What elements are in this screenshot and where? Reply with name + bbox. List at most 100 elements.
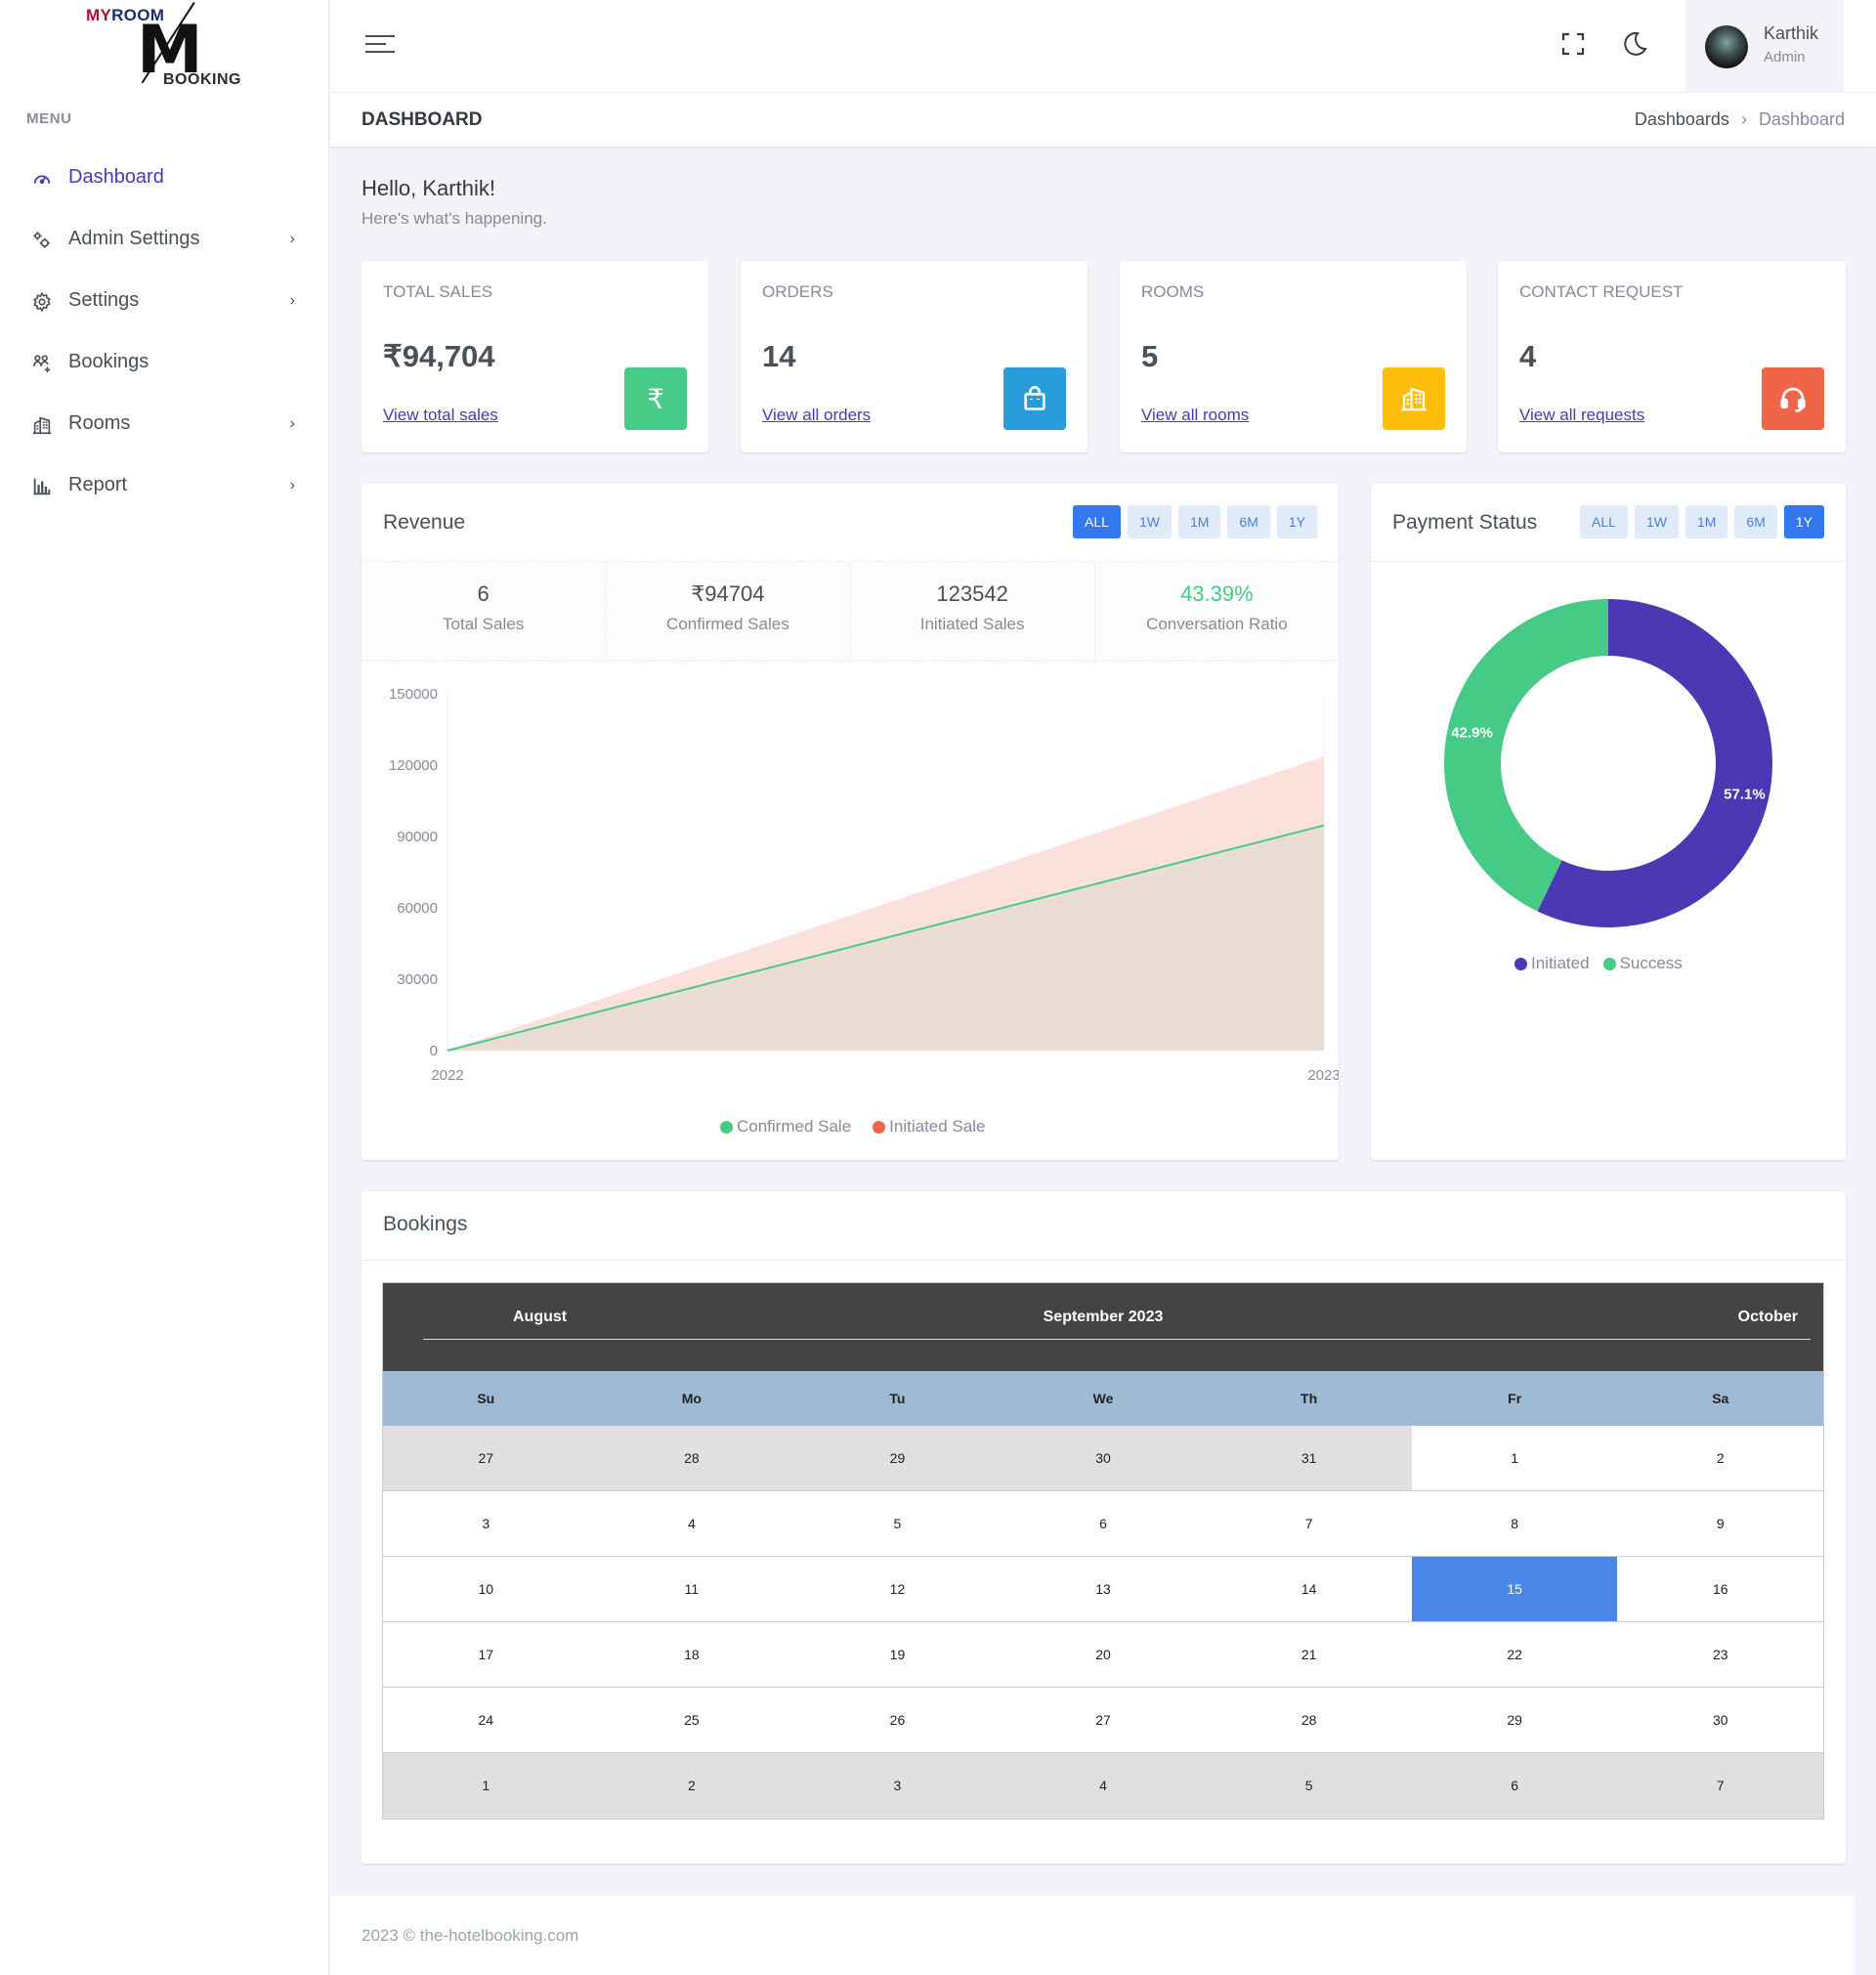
- sidebar: MYROOM M BOOKING MENU Dashboard Admin Se…: [0, 0, 329, 1975]
- legend-success[interactable]: Success: [1602, 954, 1683, 973]
- topbar: Karthik Admin: [330, 0, 1876, 93]
- fullscreen-icon[interactable]: [1557, 28, 1589, 60]
- calendar-day[interactable]: 29: [1507, 1712, 1522, 1728]
- tab-all[interactable]: ALL: [1073, 505, 1121, 538]
- tab-1y[interactable]: 1Y: [1276, 505, 1317, 538]
- hamburger-icon[interactable]: [365, 35, 395, 57]
- tab-6m[interactable]: 6M: [1734, 505, 1777, 538]
- logo[interactable]: MYROOM M BOOKING: [86, 2, 242, 90]
- calendar-day[interactable]: 5: [893, 1516, 902, 1531]
- calendar-day[interactable]: 24: [478, 1712, 494, 1728]
- revenue-stats: 6 Total Sales ₹94704 Confirmed Sales 12354…: [362, 561, 1339, 662]
- tab-1w[interactable]: 1W: [1127, 505, 1172, 538]
- legend-confirmed-sale[interactable]: Confirmed Sale: [720, 1117, 851, 1137]
- sidebar-item-label: Admin Settings: [68, 228, 200, 249]
- calendar-grid: 27 28 29 30 31 1 2 3 4 5 6 7 8 9 10 11 12 13 14 15 16 17 18 19 2…: [383, 1426, 1824, 1819]
- headset-icon: [1762, 367, 1824, 430]
- calendar-day[interactable]: 4: [687, 1516, 696, 1531]
- divider: [362, 1260, 1846, 1261]
- kpi-value: 14: [762, 339, 796, 373]
- shopping-bag-icon: [1003, 367, 1066, 430]
- view-total-sales-link[interactable]: View total sales: [383, 406, 498, 424]
- calendar-day[interactable]: 27: [383, 1426, 589, 1490]
- calendar-day[interactable]: 2: [588, 1753, 795, 1819]
- calendar-day[interactable]: 30: [1712, 1712, 1728, 1728]
- tab-6m[interactable]: 6M: [1227, 505, 1270, 538]
- view-all-orders-link[interactable]: View all orders: [762, 406, 872, 424]
- calendar-week-row: 27 28 29 30 31 1 2: [383, 1426, 1823, 1491]
- calendar-day[interactable]: 19: [889, 1647, 906, 1662]
- legend-initiated[interactable]: Initiated: [1514, 954, 1590, 973]
- calendar-day[interactable]: 6: [1099, 1516, 1107, 1531]
- tab-1m[interactable]: 1M: [1177, 505, 1221, 538]
- sidebar-item-rooms[interactable]: Rooms ›: [0, 393, 329, 454]
- calendar-day[interactable]: 17: [478, 1647, 494, 1662]
- calendar-day[interactable]: 10: [478, 1581, 494, 1597]
- tab-1y[interactable]: 1Y: [1783, 505, 1824, 538]
- tab-1m[interactable]: 1M: [1684, 505, 1728, 538]
- calendar-day[interactable]: 29: [794, 1426, 1001, 1490]
- calendar-day[interactable]: 6: [1411, 1753, 1618, 1819]
- calendar-day[interactable]: 23: [1712, 1647, 1728, 1662]
- calendar-day[interactable]: 3: [794, 1753, 1001, 1819]
- calendar-day[interactable]: 28: [588, 1426, 795, 1490]
- sidebar-item-settings[interactable]: Settings ›: [0, 270, 329, 331]
- gear-icon: [31, 291, 53, 313]
- calendar-day[interactable]: 12: [889, 1581, 906, 1597]
- sidebar-item-report[interactable]: Report ›: [0, 454, 329, 516]
- sidebar-item-dashboard[interactable]: Dashboard: [0, 147, 329, 208]
- calendar-day[interactable]: 28: [1300, 1712, 1317, 1728]
- calendar-day[interactable]: 16: [1712, 1581, 1728, 1597]
- calendar-prev-month[interactable]: August: [513, 1309, 568, 1325]
- sidebar-item-bookings[interactable]: Bookings: [0, 331, 329, 393]
- calendar-day[interactable]: 7: [1304, 1516, 1313, 1531]
- calendar-day[interactable]: 22: [1507, 1647, 1522, 1662]
- view-all-requests-link[interactable]: View all requests: [1519, 406, 1645, 424]
- moon-icon[interactable]: [1618, 28, 1649, 60]
- revenue-tabs: ALL 1W 1M 6M 1Y: [1073, 505, 1317, 538]
- calendar-week-row: 17 18 19 20 21 22 23: [383, 1622, 1823, 1688]
- calendar-day[interactable]: 1: [383, 1753, 589, 1819]
- stat-conversation-ratio: 43.39% Conversation Ratio: [1095, 562, 1339, 661]
- calendar-day[interactable]: 2: [1716, 1450, 1725, 1466]
- footer: 2023 © the-hotelbooking.com: [330, 1896, 1855, 1975]
- calendar-day[interactable]: 21: [1300, 1647, 1317, 1662]
- calendar-day[interactable]: 1: [1511, 1450, 1519, 1466]
- bar-chart-icon: [31, 476, 53, 497]
- kpi-card-total-sales: TOTAL SALES ₹94,704 View total sales ₹: [362, 261, 708, 452]
- calendar-day[interactable]: 7: [1617, 1753, 1824, 1819]
- y-tick-label: 30000: [397, 971, 438, 988]
- greeting: Hello, Karthik!: [362, 176, 495, 200]
- avatar: [1705, 25, 1748, 68]
- kpi-card-rooms: ROOMS 5 View all rooms: [1120, 261, 1467, 452]
- user-menu[interactable]: Karthik Admin: [1685, 0, 1844, 93]
- slice-success: [1444, 599, 1608, 912]
- calendar-day[interactable]: 25: [684, 1712, 700, 1728]
- calendar-day[interactable]: 27: [1095, 1712, 1111, 1728]
- view-all-rooms-link[interactable]: View all rooms: [1141, 406, 1250, 424]
- calendar-day[interactable]: 13: [1095, 1581, 1111, 1597]
- calendar-day[interactable]: 3: [482, 1516, 490, 1531]
- calendar-day[interactable]: 30: [1000, 1426, 1207, 1490]
- calendar-day[interactable]: 8: [1511, 1516, 1519, 1531]
- tab-all[interactable]: ALL: [1580, 505, 1628, 538]
- calendar-day[interactable]: 14: [1300, 1581, 1317, 1597]
- calendar-day[interactable]: 31: [1206, 1426, 1412, 1490]
- calendar-day[interactable]: 5: [1206, 1753, 1412, 1819]
- calendar-day[interactable]: 9: [1716, 1516, 1725, 1531]
- logo-bottom: BOOKING: [163, 71, 241, 88]
- legend-initiated-sale[interactable]: Initiated Sale: [873, 1117, 985, 1137]
- x-tick-label: 2022: [431, 1067, 463, 1084]
- calendar-day[interactable]: 18: [684, 1647, 700, 1662]
- breadcrumb-dashboards[interactable]: Dashboards: [1634, 109, 1729, 129]
- calendar-day[interactable]: 20: [1095, 1647, 1111, 1662]
- sidebar-item-admin-settings[interactable]: Admin Settings ›: [0, 208, 329, 270]
- tab-1w[interactable]: 1W: [1634, 505, 1679, 538]
- calendar-day[interactable]: 15: [1411, 1557, 1618, 1621]
- weekday-label: Tu: [889, 1391, 906, 1406]
- calendar-day[interactable]: 4: [1000, 1753, 1207, 1819]
- calendar-day[interactable]: 26: [889, 1712, 906, 1728]
- calendar-next-month[interactable]: October: [1737, 1309, 1798, 1325]
- calendar-day[interactable]: 11: [684, 1581, 700, 1597]
